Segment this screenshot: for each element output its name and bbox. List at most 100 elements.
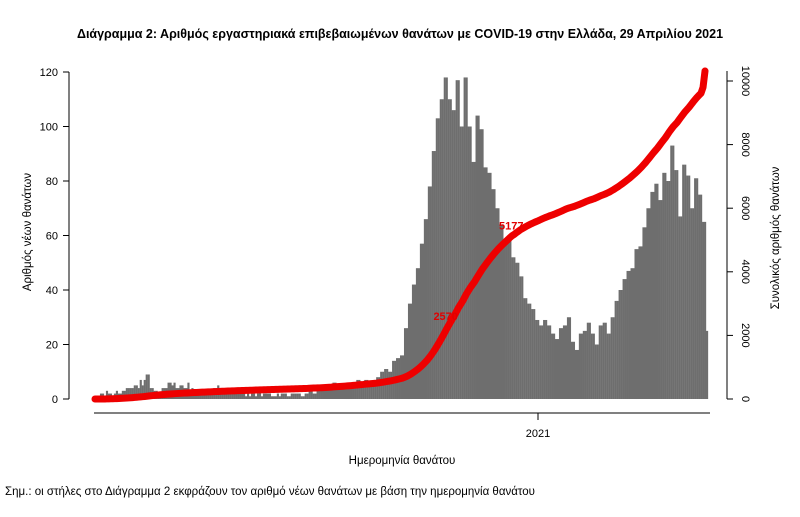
daily-deaths-bar <box>405 328 409 399</box>
daily-deaths-bar <box>558 328 562 399</box>
daily-deaths-bar <box>533 309 536 399</box>
daily-deaths-bar <box>141 385 144 400</box>
daily-deaths-bar <box>296 393 299 399</box>
daily-deaths-bar <box>604 322 607 399</box>
daily-deaths-bar <box>360 385 363 400</box>
daily-deaths-bar <box>133 385 136 400</box>
daily-deaths-bar <box>147 374 150 399</box>
daily-deaths-bar <box>264 393 268 399</box>
daily-deaths-bar <box>300 396 303 399</box>
daily-deaths-bar <box>288 396 291 399</box>
daily-deaths-bar <box>680 216 683 399</box>
daily-deaths-bar <box>602 322 605 399</box>
daily-deaths-bar <box>262 393 266 399</box>
daily-deaths-bar <box>340 388 343 399</box>
daily-deaths-bar <box>425 219 428 399</box>
daily-deaths-bar <box>666 181 669 399</box>
daily-deaths-bar <box>292 393 295 399</box>
daily-deaths-bar <box>268 393 271 399</box>
daily-deaths-bar <box>403 328 407 399</box>
daily-deaths-bar <box>469 126 472 399</box>
daily-deaths-bar <box>626 270 629 399</box>
daily-deaths-bar <box>413 284 417 399</box>
daily-deaths-bar <box>272 396 275 399</box>
daily-deaths-bar <box>197 393 200 399</box>
daily-deaths-bar <box>421 243 424 399</box>
daily-deaths-bar <box>284 393 287 399</box>
daily-deaths-bar <box>519 276 522 400</box>
daily-deaths-bar <box>455 80 458 400</box>
daily-deaths-bar <box>555 339 558 399</box>
daily-deaths-bar <box>221 390 224 399</box>
daily-deaths-bar <box>131 388 134 399</box>
daily-deaths-bar <box>419 243 423 399</box>
daily-deaths-bar <box>590 333 593 399</box>
daily-deaths-bar <box>479 129 482 400</box>
daily-deaths-bar <box>125 388 128 399</box>
daily-deaths-bar <box>517 262 520 399</box>
daily-deaths-bar <box>704 221 707 400</box>
daily-deaths-bar <box>640 246 643 399</box>
daily-deaths-bar <box>562 325 566 399</box>
daily-deaths-bar <box>205 393 208 399</box>
daily-deaths-bar <box>616 300 619 399</box>
daily-deaths-bar <box>495 208 498 399</box>
daily-deaths-bar <box>348 385 351 400</box>
chart-title: Διάγραμμα 2: Αριθμός εργαστηριακά επιβεβ… <box>76 27 724 41</box>
daily-deaths-bar <box>451 110 454 400</box>
daily-deaths-bar <box>453 110 456 400</box>
daily-deaths-bar <box>692 208 695 399</box>
daily-deaths-bar <box>642 227 645 399</box>
daily-deaths-bar <box>338 388 341 399</box>
daily-deaths-bar <box>700 194 703 400</box>
daily-deaths-bar <box>280 393 283 399</box>
daily-deaths-bar <box>676 170 679 399</box>
left-axis-tick-label: 40 <box>46 285 58 297</box>
daily-deaths-bar <box>433 151 436 399</box>
daily-deaths-bar <box>330 388 333 399</box>
daily-deaths-bar <box>574 349 578 399</box>
daily-deaths-bar <box>229 393 232 399</box>
daily-deaths-bar <box>564 325 568 399</box>
daily-deaths-bar <box>682 164 685 399</box>
daily-deaths-bar <box>447 99 450 399</box>
daily-deaths-bar <box>694 178 697 399</box>
daily-deaths-bar <box>475 115 478 399</box>
daily-deaths-bar <box>326 388 329 399</box>
daily-deaths-bar <box>582 330 585 400</box>
daily-deaths-bar <box>535 319 538 399</box>
daily-deaths-bar <box>706 330 709 400</box>
left-axis-tick-label: 20 <box>46 340 58 352</box>
daily-deaths-bar <box>660 200 663 399</box>
daily-deaths-bar <box>507 235 510 399</box>
daily-deaths-bar <box>570 341 574 399</box>
daily-deaths-bar <box>245 396 248 399</box>
daily-deaths-bar <box>233 390 236 399</box>
daily-deaths-bar <box>318 390 321 399</box>
daily-deaths-bar <box>260 396 264 399</box>
daily-deaths-bar <box>350 385 353 400</box>
daily-deaths-bar <box>662 172 665 399</box>
daily-deaths-bar <box>501 224 504 399</box>
daily-deaths-bar <box>411 284 415 399</box>
daily-deaths-bar <box>646 208 649 399</box>
daily-deaths-bar <box>247 393 250 399</box>
daily-deaths-bar <box>539 325 542 399</box>
daily-deaths-bar <box>143 379 146 399</box>
daily-deaths-bar <box>688 175 691 399</box>
daily-deaths-bar <box>254 396 258 399</box>
daily-deaths-bar <box>702 221 705 400</box>
daily-deaths-bar <box>243 393 246 399</box>
daily-deaths-bar <box>624 279 627 399</box>
daily-deaths-bar <box>290 393 293 399</box>
daily-deaths-bar <box>566 317 570 399</box>
daily-deaths-bar <box>525 298 528 399</box>
daily-deaths-bar <box>487 172 490 399</box>
daily-deaths-bar <box>278 396 281 399</box>
daily-deaths-bar <box>276 393 279 399</box>
daily-deaths-bar <box>556 339 560 399</box>
daily-deaths-bar <box>374 382 377 399</box>
daily-deaths-bar <box>266 393 270 399</box>
daily-deaths-bar <box>537 319 540 399</box>
